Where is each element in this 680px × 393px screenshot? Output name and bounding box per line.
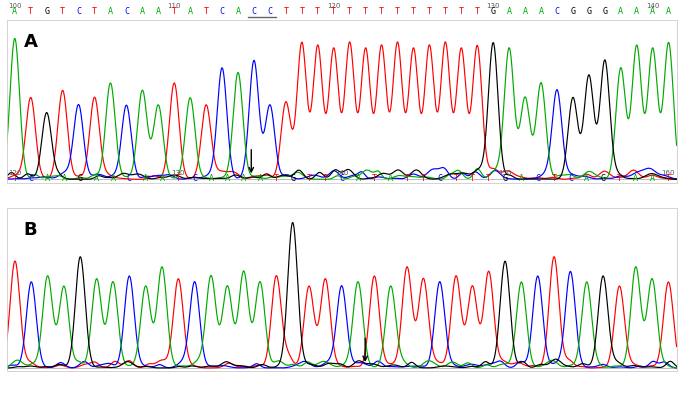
Text: T: T [274,174,279,183]
Text: G: G [491,7,496,16]
Text: A: A [156,7,160,16]
Text: A: A [209,174,214,183]
Text: A: A [24,33,37,51]
Text: A: A [388,174,393,183]
Text: T: T [29,7,33,16]
Text: C: C [124,7,129,16]
Text: T: T [347,7,352,16]
Text: T: T [316,7,320,16]
Text: C: C [267,7,273,16]
Text: T: T [405,174,409,183]
Text: A: A [523,7,528,16]
Text: A: A [356,174,360,183]
Text: C: C [437,174,442,183]
Text: C: C [252,7,256,16]
Text: C: C [29,174,34,183]
Text: G: G [602,7,607,16]
Text: T: T [172,7,177,16]
Text: 130: 130 [171,170,185,176]
Text: G: G [586,7,592,16]
Text: T: T [395,7,400,16]
Text: C: C [535,174,540,183]
Text: A: A [649,174,655,183]
Text: C: C [568,174,573,183]
Text: A: A [45,174,50,183]
Text: T: T [372,174,377,183]
Text: C: C [220,7,224,16]
Text: A: A [61,174,67,183]
Text: T: T [475,7,480,16]
Text: T: T [299,7,305,16]
Text: A: A [110,174,116,183]
Text: A: A [188,7,192,16]
Text: 120: 120 [327,3,341,9]
Text: A: A [143,174,148,183]
Text: T: T [470,174,475,183]
Text: A: A [634,7,639,16]
Text: C: C [339,174,344,183]
Text: 140: 140 [646,3,660,9]
Text: G: G [600,174,606,183]
Text: T: T [284,7,288,16]
Text: C: C [554,7,560,16]
Text: 140: 140 [335,170,348,176]
Text: A: A [258,174,262,183]
Text: T: T [60,7,65,16]
Text: T: T [92,7,97,16]
Text: G: G [571,7,575,16]
Text: 120: 120 [8,170,22,176]
Text: 110: 110 [167,3,181,9]
Text: T: T [617,174,622,183]
Text: T: T [307,174,311,183]
Text: A: A [539,7,543,16]
Text: T: T [454,174,458,183]
Text: 160: 160 [662,170,675,176]
Text: T: T [551,174,556,183]
Text: T: T [486,174,491,183]
Text: G: G [78,174,83,183]
Text: T: T [176,174,181,183]
Text: A: A [12,7,17,16]
Text: T: T [427,7,432,16]
Text: T: T [459,7,464,16]
Text: A: A [633,174,639,183]
Text: G: G [290,174,295,183]
Text: T: T [411,7,416,16]
Text: G: G [503,174,507,183]
Text: B: B [24,221,37,239]
Text: A: A [584,174,590,183]
Text: A: A [94,174,99,183]
Text: T: T [12,174,18,183]
Text: 150: 150 [498,170,512,176]
Text: A: A [519,174,524,183]
Text: 100: 100 [8,3,22,9]
Text: T: T [323,174,328,183]
Text: A: A [507,7,511,16]
Text: 130: 130 [486,3,500,9]
Text: T: T [203,7,209,16]
Text: A: A [618,7,624,16]
Text: T: T [363,7,368,16]
Text: C: C [192,174,197,183]
Text: A: A [140,7,145,16]
Text: T: T [443,7,448,16]
Text: C: C [127,174,132,183]
Text: A: A [235,7,241,16]
Text: A: A [650,7,655,16]
Text: T: T [379,7,384,16]
Text: A: A [160,174,165,183]
Text: A: A [666,7,671,16]
Text: A: A [108,7,113,16]
Text: T: T [421,174,426,183]
Text: G: G [44,7,49,16]
Text: A: A [225,174,230,183]
Text: T: T [666,174,671,183]
Text: C: C [76,7,81,16]
Text: A: A [241,174,246,183]
Text: T: T [331,7,336,16]
